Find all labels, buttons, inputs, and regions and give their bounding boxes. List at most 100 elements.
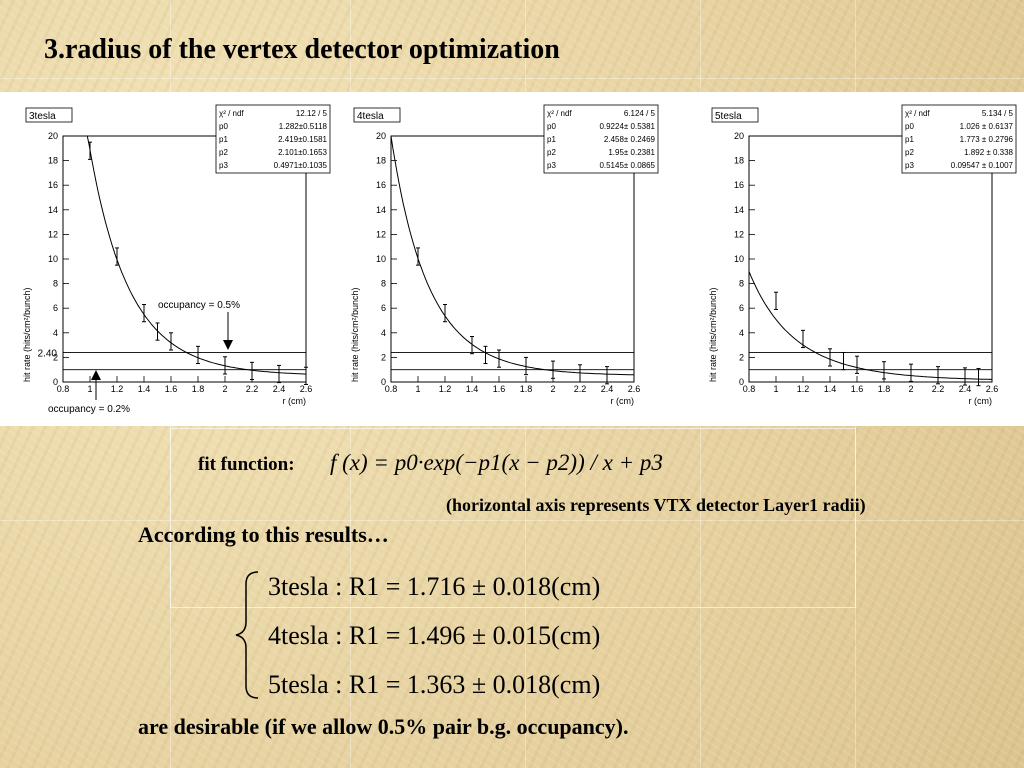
plot-frame xyxy=(390,135,635,383)
chart-3tesla: 3tesla 0 2 4 6 8 10 12 14 16 18 20 0.8 1 1.2 1.4 1.6 1.8 2… xyxy=(18,100,338,422)
stats-key: χ² / ndf xyxy=(219,109,244,118)
y-tick-label: 0 xyxy=(381,377,386,387)
x-tick-label: 2.6 xyxy=(986,384,999,394)
fit-function-equation: f (x) = p0·exp(−p1(x − p2)) / x + p3 xyxy=(330,450,663,475)
stats-box xyxy=(543,104,659,174)
y-tick-label: 0 xyxy=(739,377,744,387)
stats-value: 0.09547 ± 0.1007 xyxy=(951,161,1014,170)
fit-function-label: fit function: xyxy=(198,454,295,475)
slide-title: 3.radius of the vertex detector optimiza… xyxy=(44,34,560,65)
plot-title: 5tesla xyxy=(715,111,742,122)
chart-4tesla-svg: 4tesla 0 2 4 6 8 10 12 14 16 18 20 0.8 1 1.2 1.4 1.6 1.8 2… xyxy=(350,104,659,406)
x-tick-label: 2.6 xyxy=(628,384,641,394)
stats-key: p3 xyxy=(905,161,914,170)
plot-frame xyxy=(62,135,307,383)
x-tick-label: 1.8 xyxy=(520,384,533,394)
plot-title: 3tesla xyxy=(29,111,56,122)
y-tick-label: 18 xyxy=(734,156,744,166)
y-tick-label: 16 xyxy=(48,180,58,190)
fit-curve xyxy=(748,271,992,380)
stats-key: p0 xyxy=(547,122,556,131)
stats-value: 2.458± 0.2469 xyxy=(604,135,656,144)
y-tick-label: 16 xyxy=(734,180,744,190)
x-tick-label: 1.4 xyxy=(138,384,151,394)
x-tick-label: 2.2 xyxy=(574,384,587,394)
y-tick-label: 18 xyxy=(376,156,386,166)
arrow-up-icon xyxy=(91,370,101,380)
x-tick-label: 0.8 xyxy=(385,384,398,394)
x-tick-label: 1.6 xyxy=(851,384,864,394)
x-axis-label: r (cm) xyxy=(969,396,993,406)
stats-box xyxy=(901,104,1017,174)
equation-frame xyxy=(170,428,856,608)
plot-frame xyxy=(748,135,993,383)
result-3tesla: 3tesla : R1 = 1.716 ± 0.018(cm) xyxy=(268,572,601,601)
arrow-down-icon xyxy=(223,340,233,350)
chart-4tesla: 4tesla 0 2 4 6 8 10 12 14 16 18 20 0.8 1 1.2 1.4 1.6 1.8 2… xyxy=(346,100,666,422)
y-axis-label: hit rate (hits/cm²/bunch) xyxy=(350,287,360,382)
x-tick-label: 1.4 xyxy=(824,384,837,394)
x-tick-label: 1.8 xyxy=(878,384,891,394)
stats-key: p1 xyxy=(219,135,228,144)
x-tick-label: 1.4 xyxy=(466,384,479,394)
stats-key: p2 xyxy=(219,148,228,157)
stats-key: p0 xyxy=(219,122,228,131)
according-text: According to this results… xyxy=(138,522,389,547)
x-tick-label: 2.4 xyxy=(959,384,972,394)
chart-5tesla: 5tesla 0 2 4 6 8 10 12 14 16 18 20 0.8 1 1.2 1.4 1.6 1.8 2… xyxy=(704,100,1024,422)
x-tick-label: 2.2 xyxy=(932,384,945,394)
y-tick-label: 14 xyxy=(48,205,58,215)
stats-value: 0.9224± 0.5381 xyxy=(599,122,655,131)
x-tick-label: 2 xyxy=(222,384,227,394)
stats-key: p2 xyxy=(547,148,556,157)
y-tick-label: 10 xyxy=(48,254,58,264)
y-tick-label: 6 xyxy=(381,303,386,313)
stats-value: 1.773 ± 0.2796 xyxy=(960,135,1014,144)
x-tick-label: 2 xyxy=(550,384,555,394)
x-tick-label: 0.8 xyxy=(743,384,756,394)
stats-key: χ² / ndf xyxy=(905,109,930,118)
x-tick-label: 1.6 xyxy=(165,384,178,394)
y-tick-label: 8 xyxy=(739,279,744,289)
result-5tesla: 5tesla : R1 = 1.363 ± 0.018(cm) xyxy=(268,670,601,699)
occupancy-annotation-bottom: occupancy = 0.2% xyxy=(48,404,130,415)
stats-value: 2.419±0.1581 xyxy=(278,135,327,144)
occupancy-annotation-top: occupancy = 0.5% xyxy=(158,300,240,311)
y-tick-label: 10 xyxy=(734,254,744,264)
y-tick-label: 12 xyxy=(734,229,744,239)
stats-key: p1 xyxy=(547,135,556,144)
y-tick-label: 18 xyxy=(48,156,58,166)
y-tick-label: 20 xyxy=(734,131,744,141)
y-tick-label: 12 xyxy=(376,229,386,239)
stats-key: p3 xyxy=(219,161,228,170)
x-tick-label: 2.6 xyxy=(300,384,313,394)
x-axis-label: r (cm) xyxy=(611,396,635,406)
y-special-label: 2.40 xyxy=(38,348,58,359)
y-tick-label: 8 xyxy=(53,279,58,289)
stats-value: 0.5145± 0.0865 xyxy=(599,161,655,170)
stats-key: p1 xyxy=(905,135,914,144)
y-tick-label: 14 xyxy=(376,205,386,215)
fit-curve xyxy=(63,135,307,375)
x-tick-label: 1.6 xyxy=(493,384,506,394)
y-tick-label: 6 xyxy=(739,303,744,313)
x-tick-label: 1 xyxy=(415,384,420,394)
y-tick-label: 4 xyxy=(381,328,386,338)
x-tick-label: 1.2 xyxy=(439,384,452,394)
plot-title-box xyxy=(25,107,73,123)
stats-value: 1.282±0.5118 xyxy=(279,122,328,131)
y-tick-label: 20 xyxy=(376,131,386,141)
x-tick-label: 2.2 xyxy=(246,384,259,394)
stats-value: 1.026 ± 0.6137 xyxy=(960,122,1014,131)
y-tick-label: 2 xyxy=(381,352,386,362)
x-tick-label: 1 xyxy=(773,384,778,394)
x-axis-label: r (cm) xyxy=(283,396,307,406)
axis-note: (horizontal axis represents VTX detector… xyxy=(446,495,866,515)
y-axis-label: hit rate (hits/cm²/bunch) xyxy=(22,287,32,382)
x-tick-label: 1 xyxy=(87,384,92,394)
x-tick-label: 0.8 xyxy=(57,384,70,394)
y-tick-label: 2 xyxy=(739,352,744,362)
y-tick-label: 12 xyxy=(48,229,58,239)
background-grid-line xyxy=(0,78,1024,79)
stats-value: 0.4971±0.1035 xyxy=(274,161,328,170)
